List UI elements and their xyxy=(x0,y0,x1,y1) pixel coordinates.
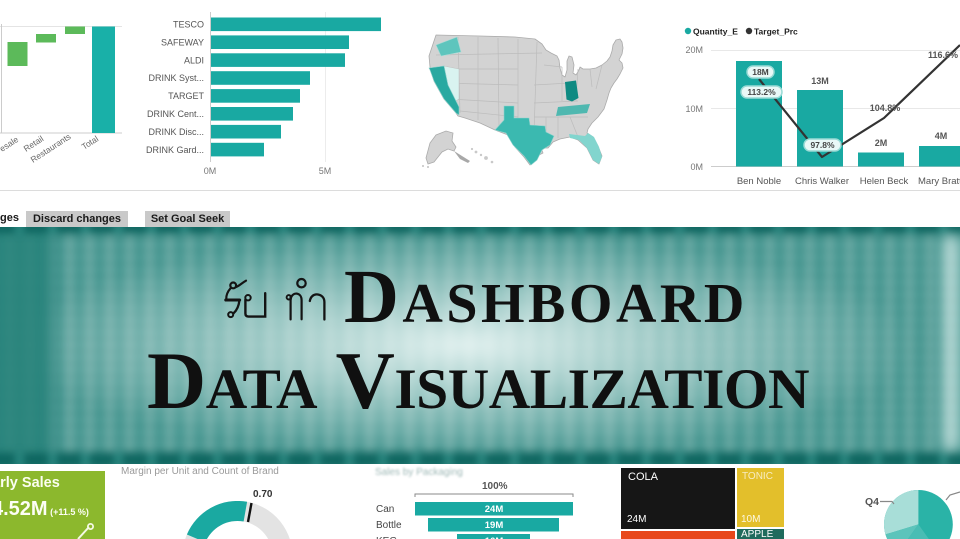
svg-text:13M: 13M xyxy=(811,76,829,86)
svg-text:20M: 20M xyxy=(685,45,703,55)
svg-text:19M: 19M xyxy=(485,520,504,531)
svg-text:2M: 2M xyxy=(875,138,888,148)
svg-text:SAFEWAY: SAFEWAY xyxy=(161,37,204,47)
svg-text:10M: 10M xyxy=(685,104,703,114)
svg-text:Mary Bratt: Mary Bratt xyxy=(918,176,960,187)
svg-text:ALDI: ALDI xyxy=(184,55,204,65)
svg-text:113.2%: 113.2% xyxy=(747,87,776,97)
svg-text:DRINK Syst...: DRINK Syst... xyxy=(148,73,204,83)
svg-text:4M: 4M xyxy=(935,131,948,141)
svg-text:DRINK Gard...: DRINK Gard... xyxy=(146,145,204,155)
svg-text:KEG: KEG xyxy=(376,536,397,539)
svg-text:24M: 24M xyxy=(485,504,504,515)
svg-text:104.8%: 104.8% xyxy=(870,103,901,113)
svg-text:esale: esale xyxy=(0,134,20,154)
svg-text:Can: Can xyxy=(376,504,394,515)
svg-text:DRINK Cent...: DRINK Cent... xyxy=(147,109,204,119)
svg-text:18M: 18M xyxy=(752,67,769,77)
svg-text:0M: 0M xyxy=(690,162,703,172)
svg-text:0M: 0M xyxy=(204,166,217,176)
svg-text:TARGET: TARGET xyxy=(168,91,204,101)
svg-text:Chris Walker: Chris Walker xyxy=(795,176,849,187)
svg-text:97.8%: 97.8% xyxy=(810,140,835,150)
svg-text:116.6%: 116.6% xyxy=(928,50,958,60)
svg-text:Ben Noble: Ben Noble xyxy=(737,176,781,187)
svg-text:Bottle: Bottle xyxy=(376,520,402,531)
svg-text:TESCO: TESCO xyxy=(173,20,204,30)
svg-text:Quantity_E: Quantity_E xyxy=(693,27,738,37)
svg-text:5M: 5M xyxy=(319,166,332,176)
svg-text:Q4: Q4 xyxy=(865,496,879,508)
svg-text:DRINK Disc...: DRINK Disc... xyxy=(148,127,204,137)
svg-text:Total: Total xyxy=(80,133,101,151)
svg-text:Helen Beck: Helen Beck xyxy=(860,176,909,187)
svg-text:16M: 16M xyxy=(485,536,504,539)
svg-text:Target_Prc: Target_Prc xyxy=(754,27,798,37)
